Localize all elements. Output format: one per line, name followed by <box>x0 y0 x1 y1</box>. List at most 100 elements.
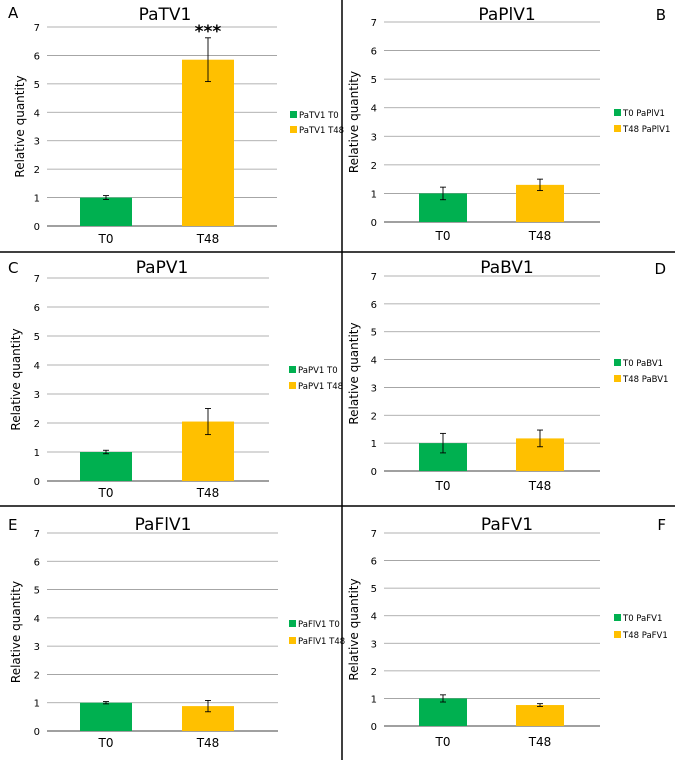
y-tick-label: 7 <box>371 18 377 29</box>
y-tick-label: 0 <box>371 218 377 229</box>
y-tick-label: 7 <box>34 274 40 285</box>
y-tick-label: 5 <box>34 586 40 597</box>
bar-t48 <box>182 59 234 226</box>
panel-letter: D <box>654 260 666 278</box>
legend-label: PaFlV1 T0 <box>298 620 340 630</box>
legend-swatch <box>614 109 621 116</box>
y-axis-label: Relative quantity <box>347 322 361 424</box>
bar-t0 <box>80 197 132 226</box>
y-tick-label: 4 <box>34 361 40 372</box>
y-tick-label: 5 <box>34 332 40 343</box>
y-tick-label: 6 <box>34 303 40 314</box>
y-tick-label: 2 <box>371 161 377 172</box>
y-tick-label: 0 <box>371 467 377 478</box>
y-tick-label: 3 <box>371 639 377 650</box>
legend-swatch <box>289 366 296 373</box>
legend-label: PaPV1 T48 <box>298 382 343 392</box>
x-tick-label: T0 <box>435 479 451 493</box>
panel-letter: F <box>657 516 666 534</box>
y-tick-label: 5 <box>371 75 377 86</box>
y-tick-label: 1 <box>371 439 377 450</box>
legend-swatch <box>614 125 621 132</box>
y-tick-label: 3 <box>371 132 377 143</box>
y-tick-label: 0 <box>34 222 40 233</box>
chart-title: PaFV1 <box>481 515 533 535</box>
legend-label: T0 PaPlV1 <box>622 109 665 119</box>
panel-letter: A <box>8 4 19 22</box>
x-tick-label: T0 <box>98 232 114 246</box>
y-axis-label: Relative quantity <box>9 328 23 430</box>
y-tick-label: 3 <box>34 642 40 653</box>
y-axis-label: Relative quantity <box>347 71 361 173</box>
y-tick-label: 4 <box>371 104 377 115</box>
y-tick-label: 5 <box>371 328 377 339</box>
y-tick-label: 3 <box>34 390 40 401</box>
y-tick-label: 1 <box>34 448 40 459</box>
y-tick-label: 4 <box>34 108 40 119</box>
legend-swatch <box>290 111 297 118</box>
legend-swatch <box>289 620 296 627</box>
panel-letter: C <box>8 259 18 277</box>
bar-t0 <box>419 698 467 726</box>
chart-title: PaFlV1 <box>135 515 192 535</box>
y-tick-label: 0 <box>34 477 40 488</box>
bar-t48 <box>516 184 564 222</box>
x-tick-label: T0 <box>435 735 451 749</box>
y-tick-label: 7 <box>34 529 40 540</box>
legend-swatch <box>614 614 621 621</box>
y-tick-label: 7 <box>34 23 40 34</box>
y-tick-label: 0 <box>371 722 377 733</box>
y-tick-label: 6 <box>371 300 377 311</box>
legend-label: T0 PaBV1 <box>622 359 663 369</box>
y-tick-label: 0 <box>34 727 40 738</box>
y-tick-label: 4 <box>371 612 377 623</box>
y-tick-label: 6 <box>34 557 40 568</box>
significance-annotation: *** <box>195 22 222 42</box>
x-tick-label: T48 <box>528 479 552 493</box>
x-tick-label: T48 <box>196 486 220 500</box>
y-tick-label: 2 <box>371 411 377 422</box>
y-tick-label: 1 <box>34 194 40 205</box>
y-tick-label: 4 <box>371 356 377 367</box>
y-tick-label: 6 <box>371 557 377 568</box>
chart-title: PaPlV1 <box>478 5 535 25</box>
legend-swatch <box>614 375 621 382</box>
y-tick-label: 6 <box>371 47 377 58</box>
y-tick-label: 4 <box>34 614 40 625</box>
legend-label: PaFlV1 T48 <box>298 637 345 647</box>
x-tick-label: T0 <box>98 486 114 500</box>
y-tick-label: 3 <box>34 137 40 148</box>
bar-t48 <box>516 705 564 726</box>
x-tick-label: T0 <box>435 229 451 243</box>
y-tick-label: 5 <box>34 80 40 91</box>
y-tick-label: 1 <box>371 694 377 705</box>
panel-letter: E <box>8 516 17 534</box>
y-tick-label: 2 <box>371 667 377 678</box>
legend-label: PaPV1 T0 <box>298 366 338 376</box>
y-axis-label: Relative quantity <box>9 581 23 683</box>
y-tick-label: 2 <box>34 419 40 430</box>
y-tick-label: 5 <box>371 584 377 595</box>
legend-label: T0 PaFV1 <box>622 614 662 624</box>
y-tick-label: 2 <box>34 670 40 681</box>
legend-swatch <box>289 637 296 644</box>
y-tick-label: 7 <box>371 529 377 540</box>
legend-label: PaTV1 T48 <box>299 126 344 136</box>
legend-swatch <box>614 359 621 366</box>
x-tick-label: T0 <box>98 736 114 750</box>
chart-title: PaBV1 <box>480 258 534 278</box>
y-tick-label: 2 <box>34 165 40 176</box>
x-tick-label: T48 <box>528 229 552 243</box>
y-axis-label: Relative quantity <box>347 578 361 680</box>
legend-label: T48 PaBV1 <box>622 375 668 385</box>
legend-swatch <box>290 126 297 133</box>
legend-swatch <box>289 382 296 389</box>
legend-label: PaTV1 T0 <box>299 111 339 121</box>
y-tick-label: 7 <box>371 272 377 283</box>
x-tick-label: T48 <box>196 736 220 750</box>
y-tick-label: 3 <box>371 383 377 394</box>
chart-title: PaTV1 <box>139 5 192 25</box>
legend-label: T48 PaFV1 <box>622 631 668 641</box>
x-tick-label: T48 <box>528 735 552 749</box>
